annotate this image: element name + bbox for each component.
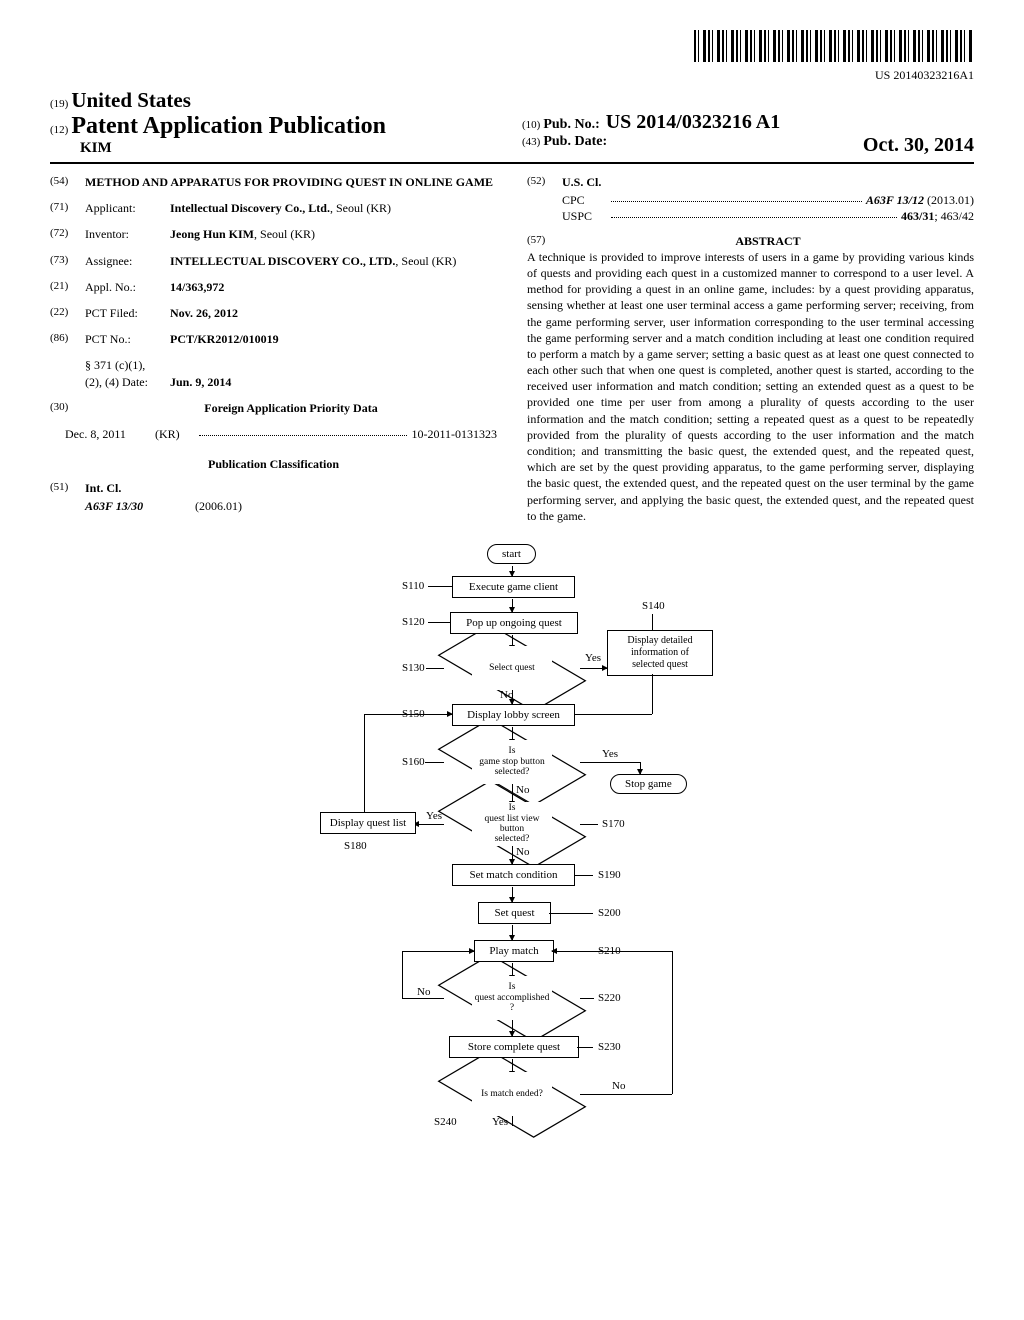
barcode-graphic [694,30,974,62]
pubno-label: Pub. No.: [543,117,599,132]
fc-s240-label: S240 [434,1116,457,1128]
fc-s210: Play match [474,940,554,962]
pctfiled-num: (22) [50,305,85,321]
applno-num: (21) [50,279,85,295]
inventor-label: Inventor: [85,226,170,242]
fc-s240: Is match ended? [472,1072,552,1116]
fc-yes-s160: Yes [602,748,618,760]
fc-s140-label: S140 [642,600,665,612]
fc-s120: Pop up ongoing quest [450,612,578,634]
uspc-label: USPC [562,208,607,224]
fc-s180-label: S180 [344,840,367,852]
fc-s110: Execute game client [452,576,575,598]
priority-country: (KR) [155,426,195,442]
inventor-header: KIM [50,140,502,157]
fc-s170-label: S170 [602,818,625,830]
uspc-value: 463/31 [901,209,934,223]
pubno-num: (10) [522,119,540,131]
fc-no-s170: No [516,846,529,858]
fc-s130-label: S130 [402,662,425,674]
pubdate-value: Oct. 30, 2014 [863,134,974,157]
fc-s160-label: S160 [402,756,425,768]
fc-s190-label: S190 [598,869,621,881]
fc-no-s240: No [612,1080,625,1092]
fc-yes-s130: Yes [585,652,601,664]
applicant-num: (71) [50,200,85,216]
title-num: (54) [50,174,85,190]
pubdate-label: Pub. Date: [543,134,607,149]
fc-yes-s170: Yes [426,810,442,822]
assignee-label: Assignee: [85,253,170,269]
priority-heading: Foreign Application Priority Data [85,400,497,416]
applicant-label: Applicant: [85,200,170,216]
abstract-heading: ABSTRACT [562,233,974,249]
pctno-num: (86) [50,331,85,347]
fc-stop: Stop game [610,774,687,794]
fc-s220-label: S220 [598,992,621,1004]
intcl-year: (2006.01) [195,498,242,514]
fc-s120-label: S120 [402,616,425,628]
priority-number: 10-2011-0131323 [411,426,497,442]
fc-s230-label: S230 [598,1041,621,1053]
pctno-value: PCT/KR2012/010019 [170,331,497,347]
fc-s230: Store complete quest [449,1036,579,1058]
fc-no-s160: No [516,784,529,796]
pctfiled-value: Nov. 26, 2012 [170,305,497,321]
inventor-value: Jeong Hun KIM [170,227,254,241]
doc-type: Patent Application Publication [71,113,386,139]
country: United States [71,88,191,112]
applicant-value: Intellectual Discovery Co., Ltd. [170,201,330,215]
s371-value: Jun. 9, 2014 [170,374,497,390]
pubclass-heading: Publication Classification [50,456,497,472]
pubno-value: US 2014/0323216 A1 [606,111,780,133]
fc-no-s220: No [417,986,430,998]
fc-s220: Is quest accomplished ? [472,976,552,1020]
applno-label: Appl. No.: [85,279,170,295]
fc-s150: Display lobby screen [452,704,575,726]
country-num: (19) [50,98,68,110]
fc-s200-label: S200 [598,907,621,919]
assignee-num: (73) [50,253,85,269]
fc-s140: Display detailed information of selected… [607,630,713,676]
doc-num: (12) [50,124,68,136]
s371-label: § 371 (c)(1), (2), (4) Date: [85,357,170,389]
uscl-label: U.S. Cl. [562,174,601,190]
abstract-text: A technique is provided to improve inter… [527,249,974,524]
left-column: (54) METHOD AND APPARATUS FOR PROVIDING … [50,174,497,524]
fc-s160: Is game stop button selected? [472,740,552,784]
header: (19) United States (12) Patent Applicati… [50,88,974,164]
priority-num: (30) [50,400,85,416]
fc-s190: Set match condition [452,864,575,886]
abstract-num: (57) [527,233,562,249]
barcode-text: US 20140323216A1 [50,68,974,83]
cpc-label: CPC [562,192,607,208]
fc-s180: Display quest list [320,812,416,834]
pctno-label: PCT No.: [85,331,170,347]
fc-s130: Select quest [472,646,552,690]
cpc-value: A63F 13/12 [866,193,924,207]
right-column: (52) U.S. Cl. CPC A63F 13/12 (2013.01) U… [527,174,974,524]
barcode-region: US 20140323216A1 [50,30,974,83]
invention-title: METHOD AND APPARATUS FOR PROVIDING QUEST… [85,174,493,190]
assignee-value: INTELLECTUAL DISCOVERY CO., LTD. [170,254,395,268]
pubdate-num: (43) [522,136,540,148]
priority-date: Dec. 8, 2011 [50,426,155,442]
pctfiled-label: PCT Filed: [85,305,170,321]
fc-s110-label: S110 [402,580,424,592]
fc-s170: Is quest list view button selected? [472,802,552,846]
fc-yes-s240: Yes [492,1116,508,1128]
applno-value: 14/363,972 [170,279,497,295]
intcl-code: A63F 13/30 [85,498,195,514]
intcl-num: (51) [50,480,85,496]
flowchart: start S110 Execute game client S120 Pop … [302,544,722,1134]
intcl-label: Int. Cl. [85,480,121,496]
uscl-num: (52) [527,174,562,190]
fc-s200: Set quest [478,902,551,924]
fc-start: start [487,544,536,564]
inventor-num: (72) [50,226,85,242]
